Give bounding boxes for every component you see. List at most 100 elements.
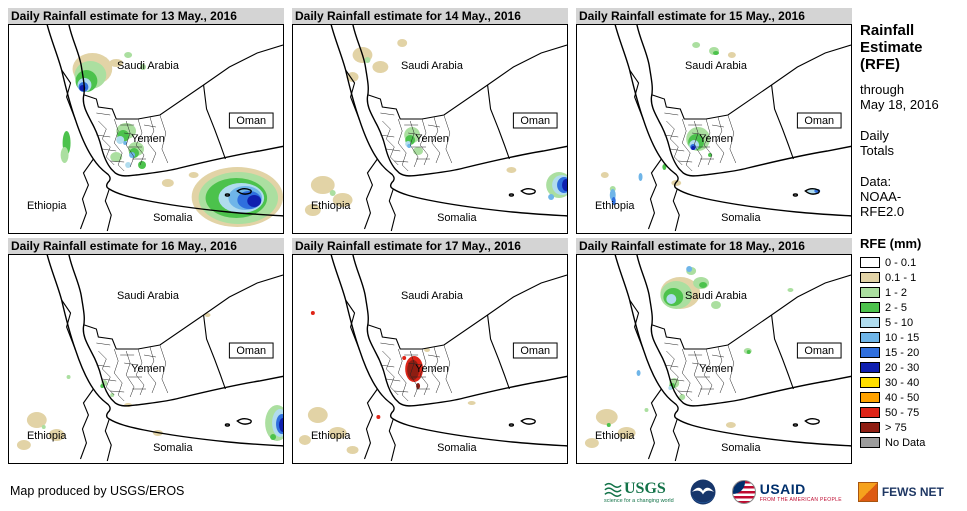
legend-swatch (860, 362, 880, 373)
rainfall-area (666, 294, 677, 304)
panel-title: Daily Rainfall estimate for 15 May., 201… (576, 8, 852, 24)
legend-label: 20 - 30 (885, 361, 920, 374)
usgs-wordmark: USGS (624, 479, 666, 497)
rainfall-area (247, 195, 262, 207)
usaid-logo: USAID FROM THE AMERICAN PEOPLE (731, 480, 842, 504)
rainfall-area (636, 370, 641, 376)
legend-row: 0.1 - 1 (860, 270, 964, 285)
rainfall-area (638, 173, 643, 181)
rainfall-area (279, 418, 283, 432)
legend-swatch (860, 377, 880, 388)
legend-label: 50 - 75 (885, 406, 920, 419)
rainfall-area (298, 435, 311, 445)
legend-row: 10 - 15 (860, 330, 964, 345)
noaa-logo (690, 479, 716, 505)
legend-row: 15 - 20 (860, 345, 964, 360)
rainfall-area (467, 401, 476, 405)
legend-row: 2 - 5 (860, 300, 964, 315)
legend-swatch (860, 347, 880, 358)
rainfall-area (416, 383, 421, 389)
legend-label: 10 - 15 (885, 331, 920, 344)
panel-title: Daily Rainfall estimate for 13 May., 201… (8, 8, 284, 24)
fews-net-emblem-icon (857, 482, 878, 502)
noaa-emblem-icon (690, 479, 716, 505)
rainfall-area (66, 375, 71, 379)
rainfall-area (125, 162, 132, 168)
rainfall-map-16-may (8, 254, 284, 464)
map-panel-13-may: Daily Rainfall estimate for 13 May., 201… (8, 8, 284, 234)
legend-swatch (860, 317, 880, 328)
totals-line: Totals (860, 143, 894, 158)
usgs-logo: USGS science for a changing world (604, 480, 674, 505)
rainfall-area (161, 179, 174, 187)
sidebar-title-line: Rainfall (860, 22, 915, 39)
rainfall-area (506, 167, 517, 173)
legend-row: No Data (860, 435, 964, 450)
totals-line: Daily (860, 128, 889, 143)
rainfall-area (413, 147, 424, 155)
rainfall-map-13-may (8, 24, 284, 234)
rainfall-area (402, 356, 407, 360)
rainfall-area (188, 172, 199, 178)
legend-label: 40 - 50 (885, 391, 920, 404)
fews-net-wordmark: FEWS NET (881, 485, 944, 499)
rainfall-area (310, 311, 315, 315)
usgs-tagline: science for a changing world (604, 497, 674, 504)
rainfall-map-17-may (292, 254, 568, 464)
rainfall-area (16, 440, 31, 450)
fews-net-logo: FEWS NET (857, 482, 944, 502)
rainfall-area (725, 422, 736, 428)
rainfall-area (346, 72, 359, 82)
rainfall-area (346, 446, 359, 454)
data-source-line: Data: (860, 174, 892, 189)
rainfall-map-15-may (576, 24, 852, 234)
logo-strip: USGS science for a changing world USAID … (604, 476, 944, 508)
rainfall-area (600, 172, 609, 178)
rainfall-area (662, 164, 667, 170)
rainfall-area (270, 434, 277, 440)
legend-row: 40 - 50 (860, 390, 964, 405)
rainfall-area (692, 42, 701, 48)
legend-row: 0 - 0.1 (860, 255, 964, 270)
rainfall-area (123, 141, 128, 145)
legend-label: No Data (885, 436, 926, 449)
rainfall-area (727, 52, 736, 58)
rainfall-area (711, 301, 721, 309)
legend-label: 5 - 10 (885, 316, 914, 329)
rainfall-area (699, 282, 708, 288)
data-source-line: RFE2.0 (860, 204, 905, 219)
rainfall-raster (60, 52, 283, 227)
panel-title: Daily Rainfall estimate for 18 May., 201… (576, 238, 852, 254)
legend-label: 2 - 5 (885, 301, 908, 314)
rainfall-area (204, 313, 211, 317)
rainfall-area (124, 52, 133, 58)
rainfall-area (595, 409, 618, 425)
legend-swatch (860, 422, 880, 433)
usgs-wave-icon (604, 482, 622, 497)
panel-title: Daily Rainfall estimate for 17 May., 201… (292, 238, 568, 254)
rainfall-area (787, 288, 794, 292)
usaid-emblem-icon (731, 480, 756, 504)
legend-label: 1 - 2 (885, 286, 908, 299)
legend-row: > 75 (860, 420, 964, 435)
rainfall-area (746, 350, 751, 354)
rainfall-area (116, 136, 125, 144)
data-source-line: NOAA- (860, 189, 902, 204)
legend: 0 - 0.1 0.1 - 1 1 - 2 2 - 5 5 - 10 10 - 15 15 … (860, 255, 964, 450)
legend-row: 20 - 30 (860, 360, 964, 375)
map-panel-15-may: Daily Rainfall estimate for 15 May., 201… (576, 8, 852, 234)
usaid-tagline: FROM THE AMERICAN PEOPLE (759, 496, 842, 503)
legend-swatch (860, 272, 880, 283)
rainfall-area (310, 176, 335, 194)
legend-swatch (860, 287, 880, 298)
rainfall-area (110, 393, 115, 397)
sidebar-data-source: Data: NOAA- RFE2.0 (860, 174, 964, 219)
rainfall-area (376, 415, 381, 419)
rainfall-area (26, 412, 47, 428)
legend-label: 30 - 40 (885, 376, 920, 389)
map-panel-18-may: Daily Rainfall estimate for 18 May., 201… (576, 238, 852, 464)
legend-swatch (860, 437, 880, 448)
sidebar: Rainfall Estimate (RFE) through May 18, … (860, 22, 964, 450)
legend-label: 0.1 - 1 (885, 271, 917, 284)
legend-title: RFE (mm) (860, 236, 922, 251)
